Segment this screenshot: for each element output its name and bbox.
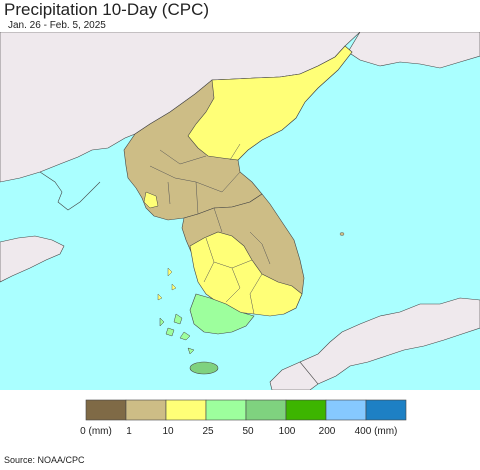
legend-label-4: 50 bbox=[242, 426, 254, 437]
province-borders bbox=[149, 143, 271, 315]
legend-label-7: 400 (mm) bbox=[354, 426, 398, 437]
map-title: Precipitation 10-Day (CPC) bbox=[4, 0, 210, 19]
legend-swatch-7 bbox=[365, 399, 407, 421]
map-date-range: Jan. 26 - Feb. 5, 2025 bbox=[8, 20, 106, 31]
jeju-island bbox=[189, 361, 219, 375]
north-korea-wet-region bbox=[187, 45, 353, 161]
legend-label-2: 10 bbox=[162, 426, 174, 437]
south-korea-wettest-region bbox=[189, 293, 255, 335]
legend-label-3: 25 bbox=[202, 426, 214, 437]
legend-swatch-4 bbox=[245, 399, 287, 421]
legend-swatch-2 bbox=[165, 399, 207, 421]
legend-label-5: 100 bbox=[278, 426, 296, 437]
russia-landmass bbox=[347, 32, 480, 69]
legend-swatch-6 bbox=[325, 399, 367, 421]
legend-bar bbox=[85, 399, 407, 421]
west-islands bbox=[157, 267, 177, 301]
legend-swatch-3 bbox=[205, 399, 247, 421]
legend-swatch-5 bbox=[285, 399, 327, 421]
legend-label-0: 0 (mm) bbox=[80, 426, 112, 437]
legend-label-1: 1 bbox=[126, 426, 132, 437]
legend-label-6: 200 bbox=[318, 426, 336, 437]
southwest-islands bbox=[159, 313, 195, 355]
south-korea-wet-region bbox=[189, 231, 303, 317]
ulleung-island bbox=[339, 232, 345, 236]
legend-swatch-0 bbox=[85, 399, 127, 421]
japan-kyushu bbox=[269, 361, 319, 390]
west-coast-wet-patch bbox=[143, 191, 159, 209]
precipitation-map bbox=[0, 32, 480, 390]
shandong-peninsula bbox=[0, 235, 65, 283]
legend-swatch-1 bbox=[125, 399, 167, 421]
source-credit: Source: NOAA/CPC bbox=[4, 455, 85, 465]
liaodong-coast bbox=[39, 171, 101, 211]
